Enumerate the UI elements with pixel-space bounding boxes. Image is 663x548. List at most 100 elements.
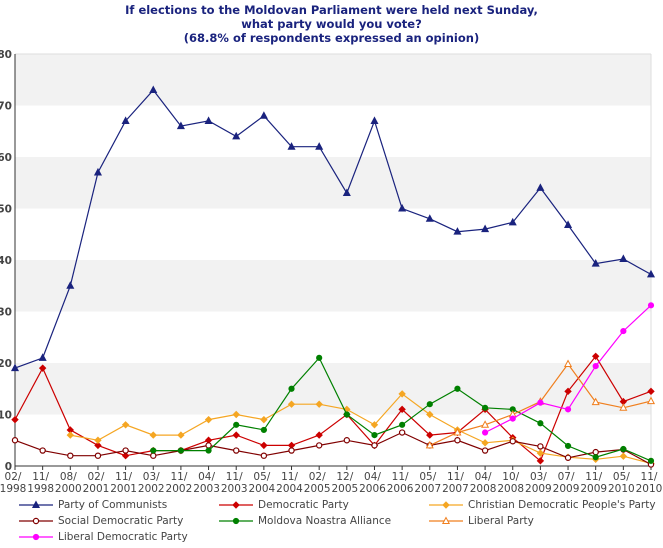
series-5 — [150, 354, 655, 464]
data-point — [316, 354, 323, 361]
chart-title-line-2: what party would you vote? — [241, 17, 422, 31]
x-tick-label: 11/1998 — [27, 471, 54, 495]
data-point — [426, 431, 434, 439]
data-point — [259, 111, 268, 119]
data-point — [536, 183, 545, 191]
series-1 — [10, 85, 656, 372]
data-point — [121, 451, 130, 460]
series-line — [14, 355, 652, 462]
data-point — [620, 445, 627, 453]
legend-swatch-marker — [31, 500, 41, 508]
grid-band — [15, 54, 651, 106]
y-tick-label: 20 — [0, 358, 12, 370]
data-point — [38, 353, 47, 361]
data-point — [177, 447, 185, 454]
legend-label: Liberal Party — [468, 515, 534, 527]
series-line — [14, 89, 652, 369]
data-point — [509, 415, 516, 422]
legend-item: Liberal Party — [428, 515, 534, 527]
data-point — [537, 420, 544, 427]
data-point — [121, 421, 130, 429]
data-point — [646, 396, 656, 405]
data-point — [288, 447, 295, 454]
data-point — [481, 447, 489, 454]
x-tick-label: 02/2001 — [83, 471, 110, 495]
x-tick-label: 07/2009 — [553, 471, 580, 495]
data-point — [204, 116, 213, 124]
data-point — [481, 439, 489, 447]
data-point — [481, 429, 489, 436]
data-point — [260, 452, 268, 459]
data-point — [94, 441, 102, 450]
grid-band — [15, 414, 651, 466]
data-point — [315, 442, 323, 449]
legend-label: Party of Communists — [58, 499, 168, 511]
data-point — [205, 442, 212, 449]
data-point — [564, 442, 572, 450]
x-tick-label: 04/2003 — [193, 471, 220, 495]
data-point — [425, 440, 434, 449]
data-point — [620, 327, 627, 335]
y-tick-label: 40 — [0, 255, 12, 267]
legend-swatch — [429, 516, 463, 524]
series-line — [70, 393, 652, 464]
data-point — [536, 457, 545, 465]
data-point — [232, 131, 241, 140]
x-tick-label: 11/2006 — [387, 471, 414, 495]
legend-swatch-marker — [32, 533, 40, 541]
chart-title-line-3: (68.8% of respondents expressed an opini… — [183, 31, 480, 45]
legend-swatch-marker — [32, 517, 40, 525]
data-point — [509, 438, 516, 445]
x-tick-label: 03/2002 — [138, 471, 165, 495]
chart-title: If elections to the Moldovan Parliament … — [0, 3, 663, 45]
data-point — [647, 387, 655, 396]
x-tick-label: 04/2006 — [359, 471, 386, 495]
data-point — [149, 85, 158, 94]
data-point — [315, 400, 323, 408]
legend-swatch — [219, 501, 253, 509]
data-point — [287, 400, 296, 408]
x-tick-label: 04/2008 — [470, 471, 497, 495]
x-tick-label: 11/2002 — [166, 471, 193, 495]
data-point — [233, 421, 240, 428]
data-point — [177, 431, 185, 439]
data-point — [564, 220, 573, 228]
y-tick-label: 10 — [0, 410, 12, 422]
data-point — [453, 427, 462, 436]
data-point — [564, 406, 572, 413]
data-point — [11, 437, 19, 444]
data-point — [370, 116, 379, 124]
data-point — [260, 426, 267, 434]
legend-item: Party of Communists — [18, 499, 167, 511]
data-point — [591, 397, 600, 406]
x-tick-label: 02/2005 — [304, 471, 331, 495]
data-point — [426, 410, 434, 419]
grid-band — [15, 105, 651, 157]
data-point — [426, 401, 433, 408]
y-tick-label: 80 — [0, 49, 12, 61]
x-tick-label: 05/2010 — [608, 471, 635, 495]
data-point — [591, 259, 600, 267]
data-point — [232, 410, 240, 419]
grid-band — [15, 311, 651, 363]
data-point — [454, 437, 461, 444]
data-point — [94, 452, 102, 459]
data-point — [591, 352, 600, 361]
data-point — [122, 447, 129, 454]
legend-swatch — [19, 500, 53, 508]
legend-item: Democratic Party — [218, 499, 349, 511]
data-point — [260, 441, 268, 450]
data-point — [592, 362, 599, 370]
x-tick-label: 05/2007 — [414, 471, 441, 495]
data-point — [232, 431, 240, 439]
legend-label: Moldova Noastra Alliance — [258, 515, 392, 527]
x-tick-label: 12/2005 — [331, 471, 358, 495]
x-tick-label: 05/2004 — [249, 471, 276, 495]
x-tick-label: 03/2009 — [525, 471, 552, 495]
data-point — [453, 227, 462, 235]
data-point — [39, 447, 46, 454]
data-point — [647, 302, 655, 309]
legend-label: Liberal Democratic Party — [58, 531, 188, 543]
data-point — [205, 447, 212, 454]
